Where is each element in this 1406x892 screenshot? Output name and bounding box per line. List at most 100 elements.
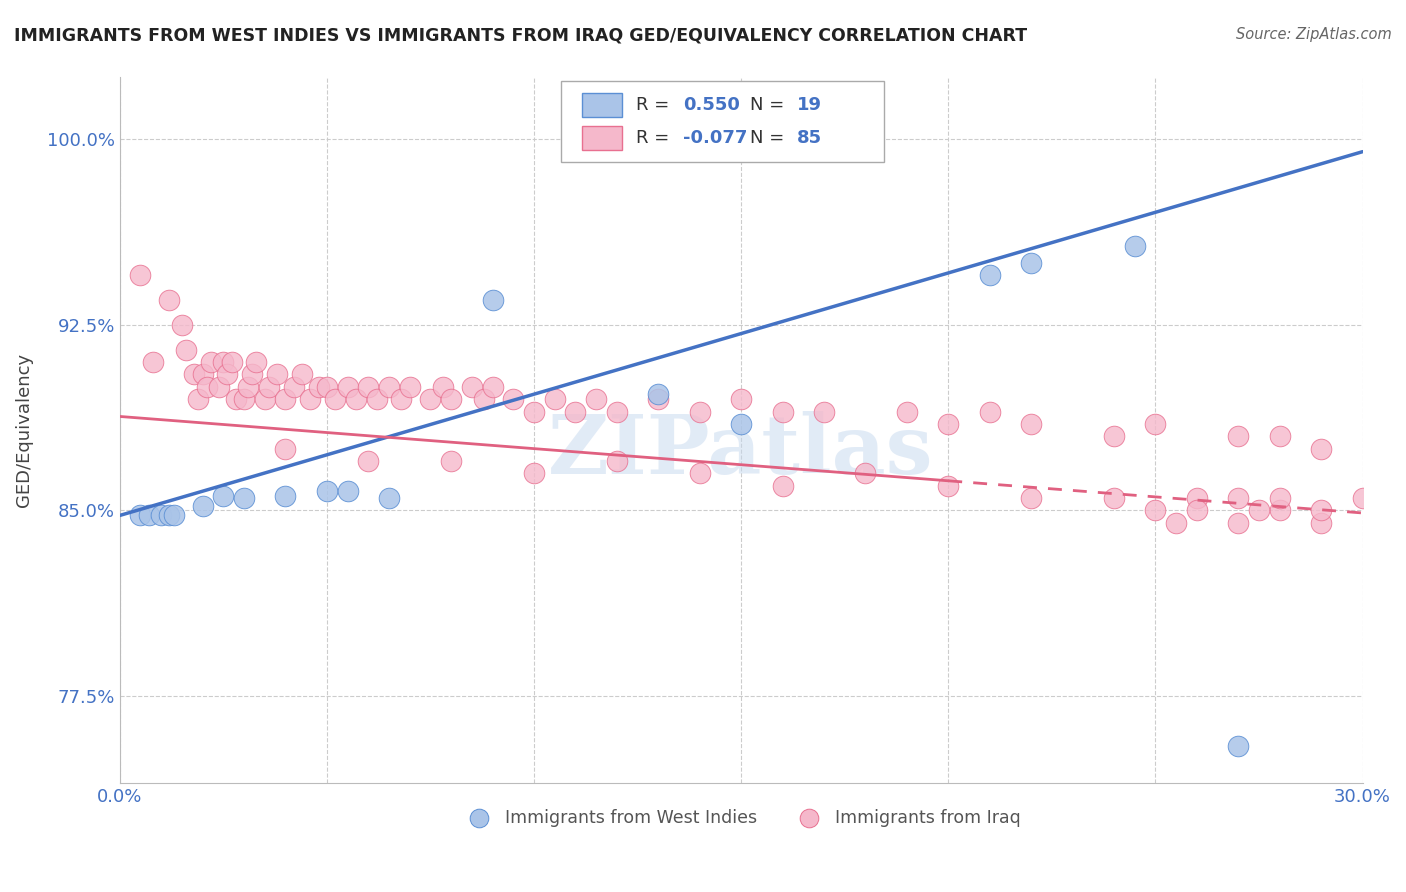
Point <box>233 491 256 505</box>
Point <box>129 508 152 523</box>
Point <box>336 380 359 394</box>
Point <box>344 392 367 406</box>
Y-axis label: GED/Equivalency: GED/Equivalency <box>15 353 32 508</box>
Point <box>187 392 209 406</box>
FancyBboxPatch shape <box>582 94 621 117</box>
Point <box>1227 739 1250 753</box>
Point <box>183 368 205 382</box>
Point <box>1102 429 1125 443</box>
Point <box>299 392 322 406</box>
Point <box>174 343 197 357</box>
Point <box>730 417 752 431</box>
Point <box>283 380 305 394</box>
Point <box>378 380 401 394</box>
Text: Source: ZipAtlas.com: Source: ZipAtlas.com <box>1236 27 1392 42</box>
Text: N =: N = <box>749 96 785 114</box>
Point <box>191 499 214 513</box>
Point <box>150 508 173 523</box>
Point <box>1102 491 1125 505</box>
Text: IMMIGRANTS FROM WEST INDIES VS IMMIGRANTS FROM IRAQ GED/EQUIVALENCY CORRELATION : IMMIGRANTS FROM WEST INDIES VS IMMIGRANT… <box>14 27 1028 45</box>
Point <box>936 479 959 493</box>
Point <box>217 368 239 382</box>
Point <box>440 454 463 468</box>
Point <box>257 380 280 394</box>
Point <box>225 392 247 406</box>
Point <box>896 404 918 418</box>
Point <box>129 268 152 283</box>
Point <box>979 404 1001 418</box>
Point <box>274 489 297 503</box>
Point <box>1185 503 1208 517</box>
Point <box>1166 516 1188 530</box>
Point <box>159 293 181 307</box>
Point <box>730 392 752 406</box>
Point <box>253 392 276 406</box>
Point <box>1310 442 1333 456</box>
Point <box>195 380 218 394</box>
Point <box>245 355 267 369</box>
Text: 19: 19 <box>797 96 823 114</box>
Point <box>238 380 260 394</box>
Point <box>315 380 337 394</box>
Point <box>212 489 235 503</box>
Text: R =: R = <box>636 128 669 147</box>
Point <box>936 417 959 431</box>
Point <box>523 467 546 481</box>
Point <box>308 380 330 394</box>
Point <box>159 508 181 523</box>
Point <box>1185 491 1208 505</box>
Point <box>336 483 359 498</box>
FancyBboxPatch shape <box>561 81 884 162</box>
Point <box>1144 503 1167 517</box>
Point <box>432 380 454 394</box>
Point <box>1019 491 1042 505</box>
Point <box>274 392 297 406</box>
Point <box>291 368 314 382</box>
Point <box>378 491 401 505</box>
Point <box>647 392 669 406</box>
Point <box>523 404 546 418</box>
Point <box>855 467 877 481</box>
Point <box>208 380 231 394</box>
Point <box>419 392 441 406</box>
Point <box>1268 491 1291 505</box>
Point <box>170 318 193 332</box>
Point <box>979 268 1001 283</box>
Point <box>772 404 794 418</box>
Text: N =: N = <box>749 128 785 147</box>
Point <box>391 392 413 406</box>
Point <box>1144 417 1167 431</box>
Point <box>266 368 288 382</box>
Point <box>366 392 388 406</box>
Point <box>1227 516 1250 530</box>
Point <box>544 392 567 406</box>
Point <box>481 293 503 307</box>
Point <box>1247 503 1270 517</box>
Point <box>606 454 628 468</box>
Point <box>772 479 794 493</box>
Text: -0.077: -0.077 <box>683 128 747 147</box>
Point <box>1310 516 1333 530</box>
Point <box>585 392 607 406</box>
Point <box>274 442 297 456</box>
Point <box>564 404 586 418</box>
Point <box>191 368 214 382</box>
Point <box>1268 503 1291 517</box>
Point <box>142 355 165 369</box>
Point <box>1227 429 1250 443</box>
Point <box>1268 429 1291 443</box>
Point <box>315 483 337 498</box>
Point <box>440 392 463 406</box>
Point <box>1227 491 1250 505</box>
Point <box>240 368 263 382</box>
Text: R =: R = <box>636 96 669 114</box>
Point <box>1123 238 1146 252</box>
FancyBboxPatch shape <box>582 126 621 150</box>
Point <box>1019 417 1042 431</box>
Point <box>357 454 380 468</box>
Text: 0.550: 0.550 <box>683 96 740 114</box>
Point <box>1310 503 1333 517</box>
Point <box>502 392 524 406</box>
Point <box>233 392 256 406</box>
Text: 85: 85 <box>797 128 823 147</box>
